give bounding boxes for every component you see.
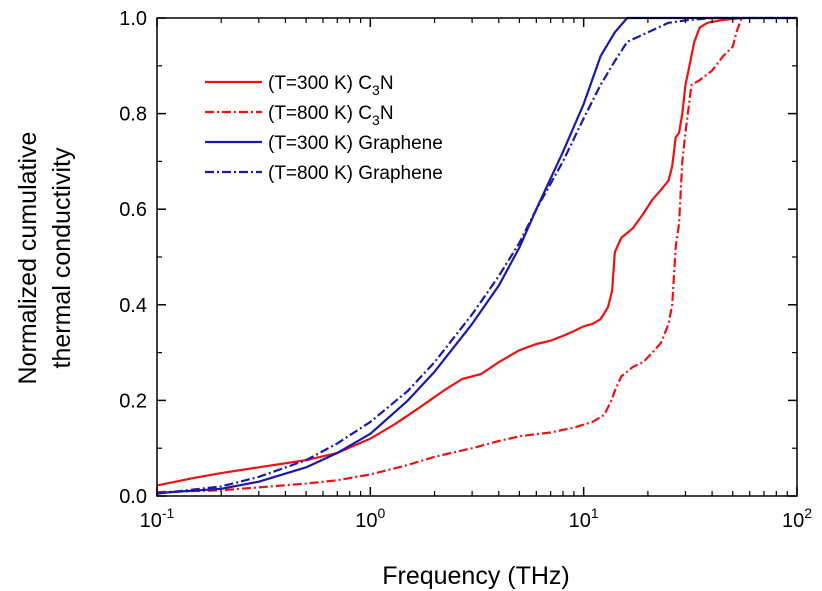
legend-label-main: (T=800 K) Graphene [268,163,443,184]
legend-label-main: (T=300 K) C [268,73,372,94]
series-line-1 [157,17,743,494]
x-tick-label-exponent: -1 [162,505,175,521]
x-tick-label: 101 [569,505,599,532]
legend-label-1: (T=800 K) C3N [268,103,394,128]
y-tick-label: 0.0 [119,486,147,508]
series-line-2 [157,16,797,495]
legend-label-0: (T=300 K) C3N [268,73,394,98]
legend-label-suffix: N [380,73,394,94]
y-tick-label: 1.0 [119,8,147,30]
legend-label-subscript: 3 [372,82,380,98]
x-tick-label-exponent: 0 [378,505,386,521]
y-tick-label: 0.8 [119,104,147,126]
series-line-3 [157,16,797,495]
x-tick-label: 102 [782,505,812,532]
x-tick-label: 100 [355,505,385,532]
x-axis-title: Frequency (THz) [382,562,570,590]
legend-label-3: (T=800 K) Graphene [268,163,443,184]
y-tick-label: 0.2 [119,390,147,412]
y-axis-title-line2: thermal conductivity [48,147,76,368]
legend: (T=300 K) C3N(T=800 K) C3N(T=300 K) Grap… [205,73,443,184]
labels-layer: Frequency (THz) Normalized cumulative th… [14,132,570,590]
x-tick-label-exponent: 1 [591,505,599,521]
legend-label-main: (T=300 K) Graphene [268,133,443,154]
x-tick-label: 10-1 [140,505,175,532]
plot-frame [156,17,798,497]
series-layer [157,16,797,495]
series-line-0 [157,16,742,487]
legend-label-2: (T=300 K) Graphene [268,133,443,154]
y-tick-label: 0.6 [119,199,147,221]
legend-label-main: (T=800 K) C [268,103,372,124]
legend-label-subscript: 3 [372,112,380,128]
x-tick-label-base: 10 [569,510,591,532]
y-tick-label: 0.4 [119,295,147,317]
legend-label-suffix: N [380,103,394,124]
x-tick-label-base: 10 [140,510,162,532]
x-tick-label-exponent: 2 [804,505,812,521]
y-axis-title-line1: Normalized cumulative [14,132,42,385]
x-tick-label-base: 10 [782,510,804,532]
axes-layer [156,17,798,497]
x-tick-label-base: 10 [355,510,377,532]
